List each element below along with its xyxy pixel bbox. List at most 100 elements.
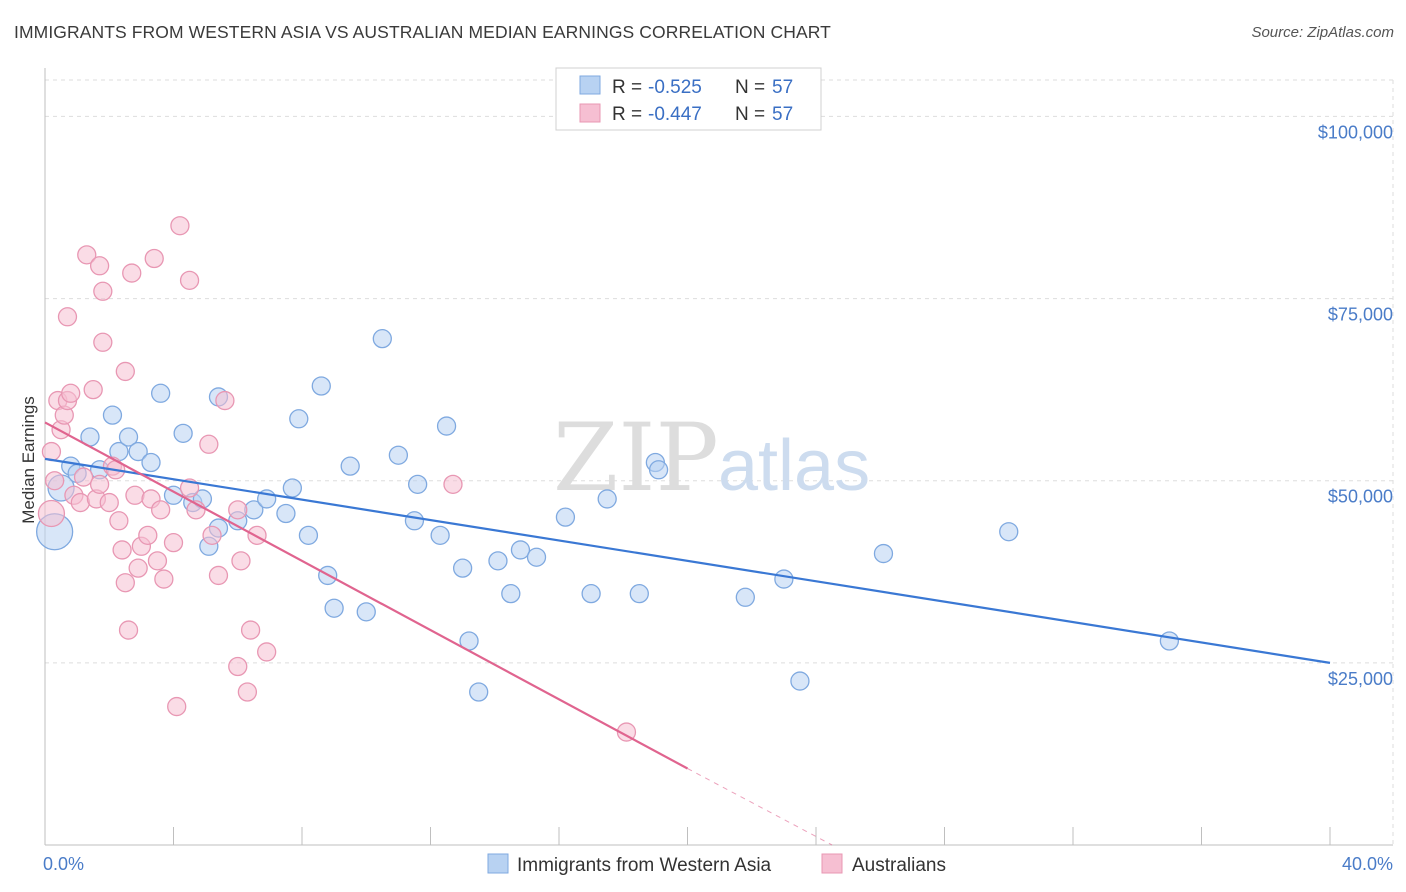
point-australians-52	[247, 525, 267, 546]
y-tick-label-3: $100,000	[1318, 122, 1393, 142]
point-australians-31	[138, 525, 158, 546]
point-australians-49	[231, 551, 251, 571]
series-legend-swatch-blue	[487, 853, 509, 874]
legend-n-value-1: 57	[772, 77, 793, 98]
point-australians-8	[61, 383, 81, 403]
legend-r-label-2: R =	[612, 104, 642, 125]
y-tick-label-1: $50,000	[1328, 487, 1393, 507]
point-australians-38	[167, 696, 187, 717]
y-tick-label-2: $75,000	[1328, 305, 1393, 325]
point-australians-54	[443, 474, 463, 495]
x-tick-label-min: 0.0%	[43, 854, 84, 874]
point-western-asia-44	[555, 507, 576, 527]
point-australians-23	[112, 540, 132, 560]
point-australians-25	[115, 361, 135, 382]
point-australians-7	[57, 307, 78, 327]
point-australians-40	[179, 270, 200, 291]
point-western-asia-52	[790, 671, 810, 691]
point-australians-24	[115, 573, 135, 593]
point-australians-35	[150, 500, 171, 520]
watermark-atlas: atlas	[718, 426, 870, 506]
point-australians-28	[125, 485, 145, 505]
point-australians-18	[93, 281, 113, 301]
watermark-zip: ZIP	[553, 404, 719, 513]
point-australians-36	[154, 569, 174, 589]
point-western-asia-22	[276, 503, 296, 524]
point-australians-1	[41, 441, 62, 462]
point-australians-51	[240, 620, 261, 640]
y-tick-labels: $25,000 $50,000 $75,000 $100,000	[1318, 122, 1393, 688]
x-tick-labels: 0.0% 40.0%	[43, 854, 1393, 874]
point-western-asia-51	[774, 569, 794, 589]
point-australians-16	[89, 256, 110, 276]
point-australians-39	[170, 216, 190, 236]
series-legend: Immigrants from Western Asia Australians	[487, 853, 946, 876]
legend-swatch-pink	[579, 103, 601, 123]
point-western-asia-41	[501, 583, 521, 604]
point-australians-47	[228, 500, 248, 520]
watermark: ZIP atlas	[553, 404, 870, 513]
legend-n-label-2: N =	[735, 104, 765, 125]
point-australians-11	[73, 467, 94, 487]
point-western-asia-39	[469, 682, 489, 702]
point-western-asia-24	[289, 409, 309, 429]
point-western-asia-8	[118, 427, 139, 447]
point-western-asia-37	[452, 558, 473, 578]
point-australians-19	[99, 492, 119, 513]
point-western-asia-46	[597, 489, 617, 509]
legend-r-value-2: -0.447	[648, 104, 702, 125]
point-western-asia-54	[999, 522, 1019, 542]
point-western-asia-53	[873, 543, 894, 564]
point-australians-2	[44, 471, 65, 491]
source-label: Source: ZipAtlas.com	[1251, 24, 1394, 41]
trend-line-western-asia	[44, 457, 1331, 664]
point-western-asia-33	[404, 511, 425, 531]
point-western-asia-10	[141, 452, 161, 473]
trend-line-australians	[44, 421, 689, 770]
point-australians-43	[199, 434, 219, 454]
point-western-asia-11	[150, 383, 171, 403]
point-western-asia-31	[372, 328, 392, 349]
point-australians-15	[89, 474, 110, 495]
trend-lines	[44, 421, 1331, 846]
point-australians-46	[215, 390, 235, 411]
point-australians-37	[163, 532, 184, 553]
point-western-asia-26	[311, 376, 331, 396]
series-legend-label-blue: Immigrants from Western Asia	[517, 855, 772, 876]
trend-line-australians-extension	[687, 768, 833, 846]
point-western-asia-47	[629, 583, 649, 604]
point-western-asia-35	[430, 525, 450, 546]
data-points	[35, 216, 1180, 742]
point-western-asia-49	[648, 460, 669, 480]
point-australians-27	[122, 263, 142, 283]
point-western-asia-9	[128, 441, 148, 462]
series-legend-label-pink: Australians	[852, 855, 946, 876]
y-tick-label-0: $25,000	[1328, 669, 1393, 689]
point-western-asia-45	[581, 583, 601, 604]
point-australians-48	[228, 656, 248, 677]
point-western-asia-25	[298, 525, 319, 546]
point-western-asia-34	[407, 474, 428, 495]
series-legend-swatch-pink	[821, 853, 843, 874]
point-australians-44	[202, 525, 222, 546]
chart-title: IMMIGRANTS FROM WESTERN ASIA VS AUSTRALI…	[14, 22, 831, 42]
correlation-legend: R = -0.525 N = 57 R = -0.447 N = 57	[555, 67, 822, 131]
point-western-asia-13	[173, 423, 193, 444]
point-western-asia-29	[340, 456, 360, 476]
legend-r-label-1: R =	[612, 77, 642, 98]
point-western-asia-23	[282, 478, 303, 498]
legend-r-value-1: -0.525	[648, 77, 702, 98]
point-western-asia-6	[102, 405, 123, 425]
point-western-asia-42	[510, 540, 531, 560]
point-western-asia-43	[526, 547, 547, 567]
point-australians-45	[208, 565, 229, 586]
point-western-asia-32	[388, 445, 409, 465]
point-australians-50	[237, 682, 258, 702]
point-australians-12	[77, 245, 97, 265]
point-western-asia-40	[488, 551, 508, 571]
point-western-asia-55	[1159, 631, 1180, 651]
point-australians-33	[144, 248, 164, 269]
legend-n-label-1: N =	[735, 77, 765, 98]
point-australians-29	[128, 558, 148, 578]
